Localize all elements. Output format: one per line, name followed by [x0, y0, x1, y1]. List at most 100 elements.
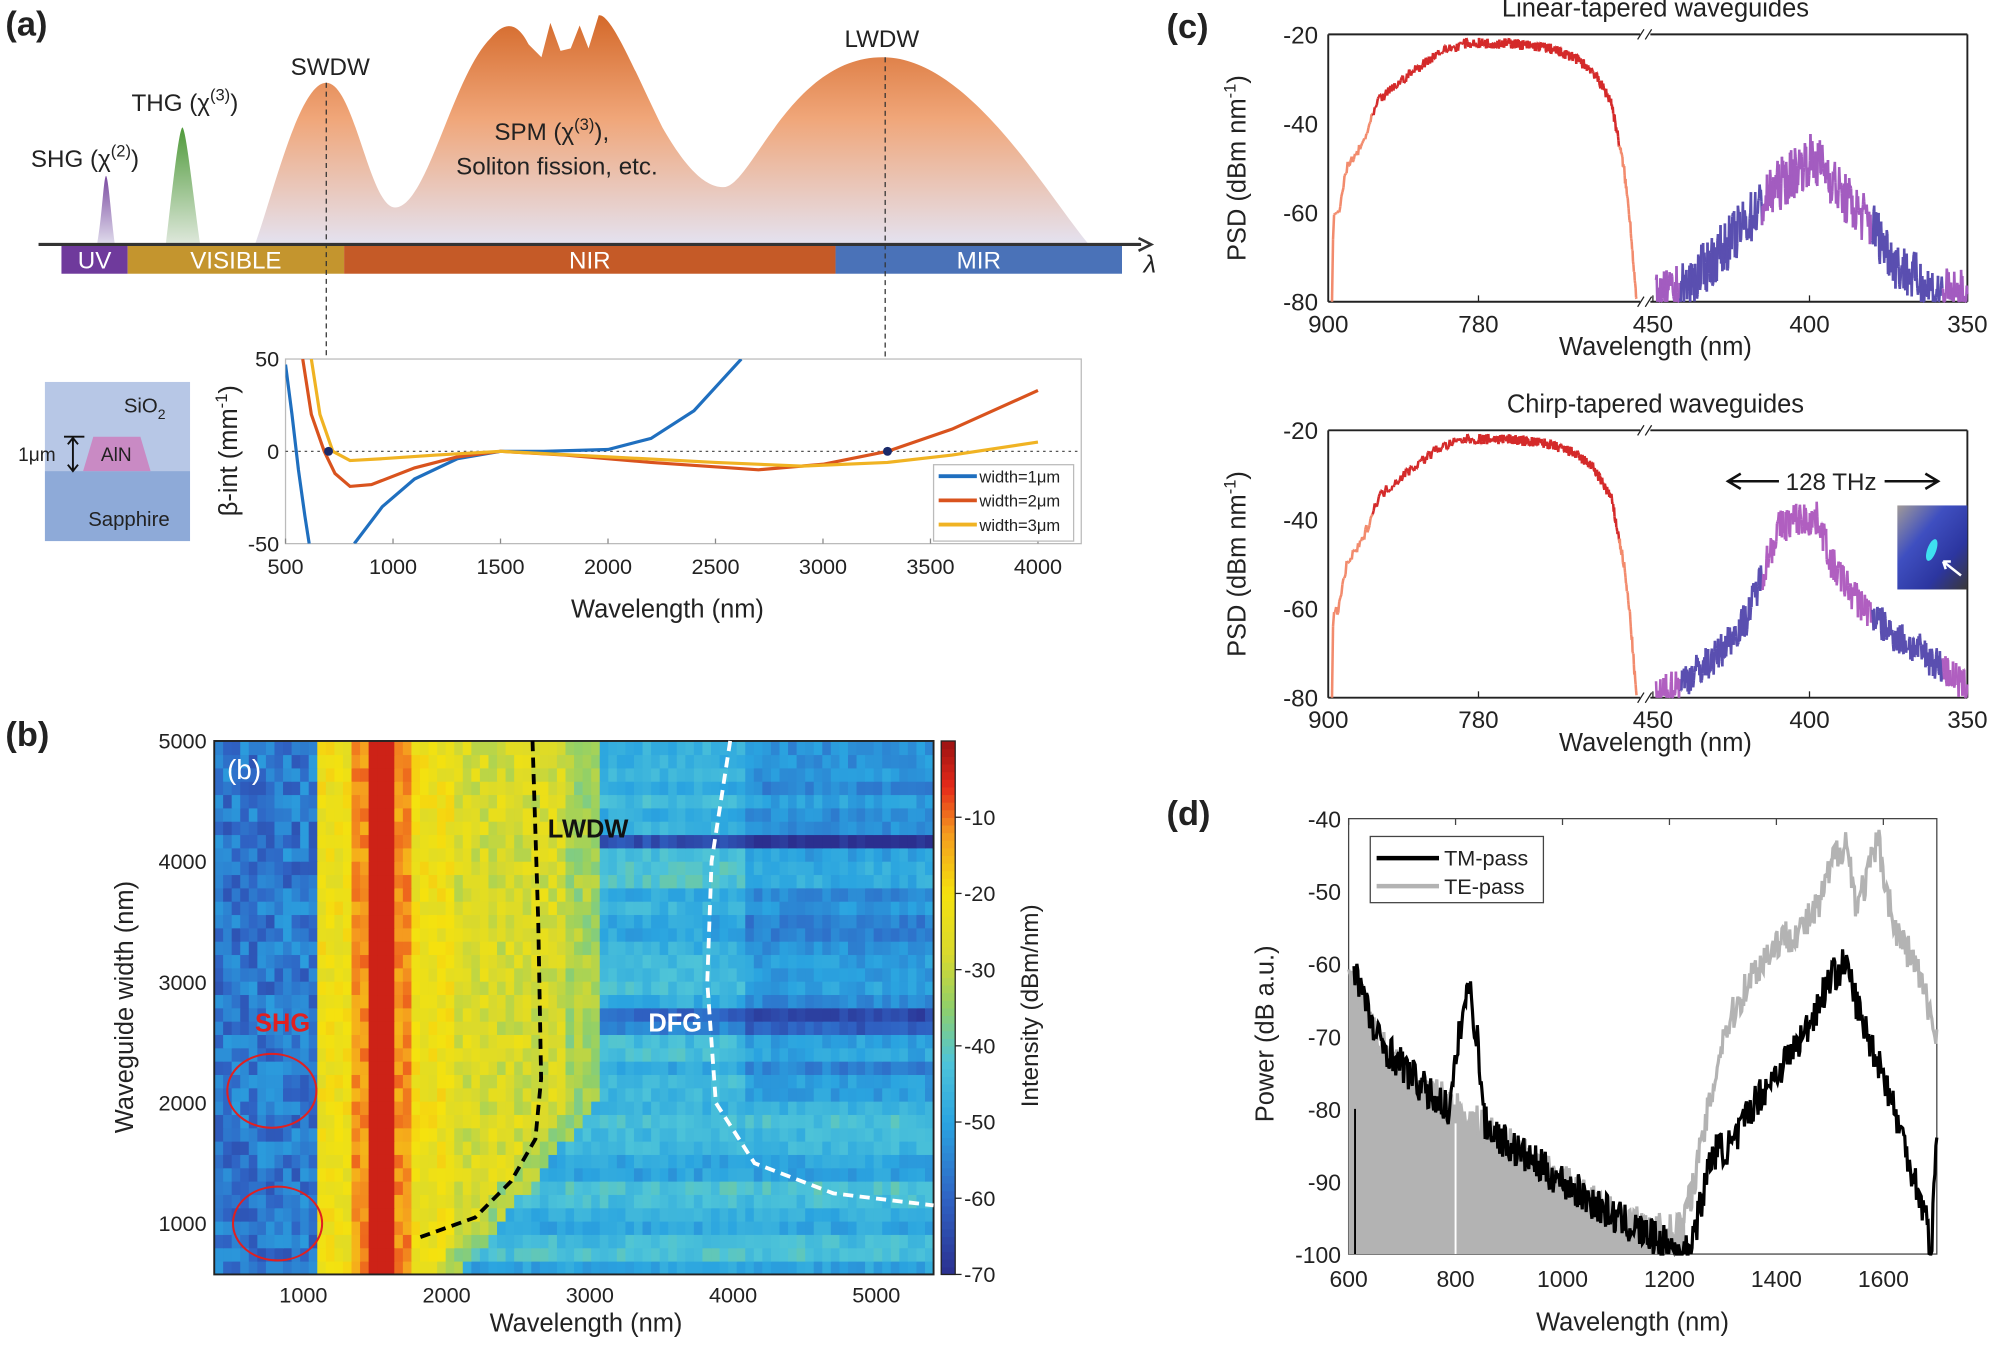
- heatmap-cell: [556, 994, 567, 1009]
- heatmap-cell: [728, 807, 738, 822]
- heatmap-cell: [223, 1127, 233, 1142]
- heatmap-cell: [385, 754, 396, 769]
- heatmap-cell: [830, 834, 841, 849]
- heatmap-cell: [745, 1220, 755, 1235]
- heatmap-cell: [437, 1194, 447, 1209]
- heatmap-cell: [762, 954, 772, 969]
- heatmap-cell: [805, 847, 815, 862]
- heatmap-cell: [548, 847, 558, 862]
- heatmap-cell: [248, 1220, 259, 1235]
- heatmap-cell: [728, 1140, 738, 1155]
- heatmap-cell: [796, 1180, 806, 1195]
- heatmap-cell: [428, 1207, 438, 1222]
- heatmap-cell: [248, 914, 259, 929]
- heatmap-cell: [462, 1247, 473, 1262]
- heatmap-cell: [419, 1180, 430, 1195]
- heatmap-cell: [300, 794, 310, 809]
- heatmap-cell: [762, 874, 772, 889]
- heatmap-cell: [394, 874, 404, 889]
- heatmap-cell: [462, 1034, 473, 1049]
- heatmap-cell: [360, 1100, 370, 1115]
- heatmap-cell: [368, 1100, 378, 1115]
- heatmap-cell: [248, 940, 259, 956]
- heatmap-cell: [565, 940, 575, 956]
- heatmap-cell: [685, 754, 695, 769]
- heatmap-cell: [257, 780, 267, 796]
- heatmap-cell: [360, 1167, 370, 1182]
- heatmap-cell: [839, 954, 849, 969]
- heatmap-cell: [214, 1247, 224, 1262]
- heatmap-cell: [497, 927, 507, 942]
- heatmap-cell: [642, 754, 652, 769]
- heatmap-cell: [788, 994, 798, 1009]
- heatmap-cell: [248, 1007, 259, 1022]
- heatmap-cell: [531, 1140, 541, 1155]
- heatmap-cell: [522, 967, 533, 982]
- heatmap-cell: [719, 1207, 729, 1222]
- heatmap-cell: [711, 1194, 721, 1209]
- heatmap-cell: [711, 940, 721, 956]
- heatmap-cell: [633, 767, 644, 782]
- heatmap-cell: [385, 980, 396, 996]
- heatmap-cell: [283, 927, 293, 942]
- heatmap-cell: [454, 874, 464, 889]
- heatmap-cell: [471, 1140, 481, 1155]
- heatmap-cell: [693, 1127, 704, 1142]
- heatmap-cell: [454, 754, 464, 769]
- heatmap-cell: [711, 847, 721, 862]
- heatmap-cell: [762, 1034, 772, 1049]
- heatmap-cell: [890, 794, 901, 809]
- heatmap-cell: [505, 887, 515, 902]
- heatmap-cell: [625, 1060, 635, 1075]
- heatmap-cell: [334, 1034, 344, 1049]
- x-tick-label: 3000: [799, 554, 847, 579]
- heatmap-cell: [608, 1127, 618, 1142]
- heatmap-cell: [360, 1034, 370, 1049]
- heatmap-cell: [668, 980, 678, 996]
- heatmap-cell: [283, 807, 293, 822]
- spectrum-segment: [1464, 440, 1468, 444]
- heatmap-cell: [445, 1260, 455, 1275]
- heatmap-cell: [702, 994, 712, 1009]
- heatmap-cell: [711, 900, 721, 916]
- heatmap-cell: [856, 847, 866, 862]
- heatmap-cell: [283, 940, 293, 956]
- heatmap-cell: [822, 740, 832, 756]
- heatmap-cell: [539, 994, 550, 1009]
- heatmap-cell: [736, 1087, 747, 1102]
- heatmap-cell: [462, 887, 473, 902]
- heatmap-cell: [402, 874, 413, 889]
- heatmap-cell: [719, 1007, 729, 1022]
- y-axis-label-sup: -1: [1220, 84, 1239, 99]
- heatmap-cell: [805, 1034, 815, 1049]
- heatmap-cell: [565, 1060, 575, 1075]
- heatmap-cell: [283, 1034, 293, 1049]
- heatmap-cell: [796, 1074, 806, 1089]
- heatmap-cell: [847, 927, 858, 942]
- colorbar-tick-label: -30: [964, 957, 995, 982]
- heatmap-cell: [574, 1220, 584, 1235]
- heatmap-cell: [856, 927, 866, 942]
- spectrum-segment: [1768, 169, 1773, 181]
- heatmap-cell: [830, 1007, 841, 1022]
- heatmap-cell: [865, 820, 875, 836]
- heatmap-cell: [770, 1260, 781, 1275]
- heatmap-cell: [419, 1087, 430, 1102]
- heatmap-cell: [368, 914, 378, 929]
- heatmap-cell: [479, 874, 490, 889]
- heatmap-cell: [351, 1167, 361, 1182]
- heatmap-cell: [788, 1220, 798, 1235]
- heatmap-cell: [231, 1127, 241, 1142]
- spectrum-segment: [1346, 561, 1350, 564]
- heatmap-cell: [514, 940, 524, 956]
- heatmap-cell: [325, 967, 336, 982]
- heatmap-cell: [668, 887, 678, 902]
- heatmap-cell: [582, 1087, 592, 1102]
- heatmap-cell: [753, 967, 764, 982]
- heatmap-cell: [342, 954, 353, 969]
- heatmap-cell: [770, 1127, 781, 1142]
- heatmap-cell: [231, 994, 241, 1009]
- heatmap-cell: [916, 1194, 926, 1209]
- heatmap-cell: [214, 847, 224, 862]
- heatmap-cell: [728, 1194, 738, 1209]
